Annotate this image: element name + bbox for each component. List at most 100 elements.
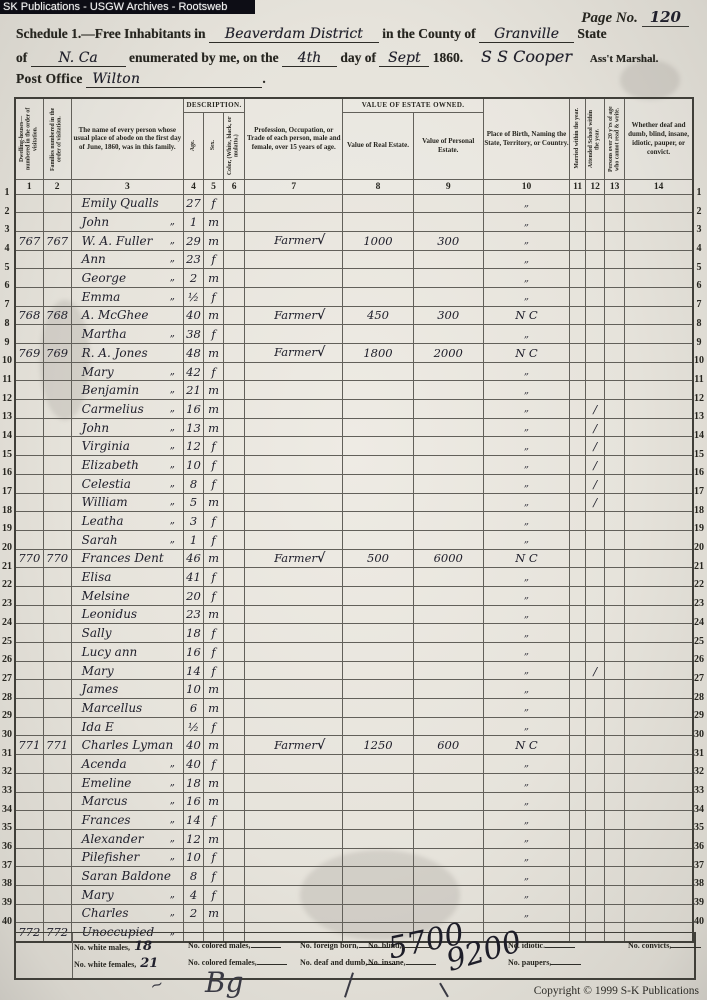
color-value (223, 230, 246, 251)
dwelling-number: 768 (14, 305, 44, 326)
row-line-number: 24 (694, 616, 704, 628)
family-number (42, 324, 72, 344)
dwelling-number (14, 772, 44, 793)
sex-value: f (203, 567, 225, 587)
sex-value: f (203, 884, 225, 905)
color-value (223, 866, 246, 886)
age-value: 10 (182, 847, 205, 868)
school-mark: / (585, 492, 606, 513)
real-estate-value (342, 455, 414, 475)
age-value: 40 (182, 754, 205, 774)
color-value (223, 828, 246, 849)
illiterate-mark (604, 529, 626, 550)
remarks (624, 716, 694, 737)
table-row: Marcus „ 16 m „ (14, 791, 694, 812)
archive-source-text: SK Publications - USGW Archives - Rootsw… (3, 1, 228, 13)
remarks (624, 399, 694, 419)
illiterate-mark (604, 230, 626, 251)
person-name: R. A. Jones (70, 343, 184, 363)
table-row: Melsine 20 f „ (14, 585, 694, 606)
school-mark (585, 810, 606, 830)
family-number (42, 698, 72, 718)
occupation (244, 511, 344, 531)
birthplace: „ (482, 847, 571, 868)
row-line-number: 7 (4, 299, 10, 311)
dwelling-number (14, 455, 44, 475)
color-value (223, 903, 246, 924)
occupation (244, 455, 344, 475)
header-line-2: of N. Ca enumerated by me, on the 4th da… (16, 47, 692, 67)
personal-estate-value (412, 791, 484, 812)
table-row: 769 769 R. A. Jones 48 m Farmer√ 1800 2000 N C (14, 343, 694, 363)
illiterate-mark (604, 884, 626, 905)
color-value (223, 455, 246, 475)
row-line-number: 34 (2, 803, 12, 815)
personal-estate-value (412, 567, 484, 587)
summary-label: No. blind, (368, 941, 402, 950)
row-line-number: 26 (694, 654, 704, 666)
day-of-label: day of (340, 50, 376, 65)
married-mark (569, 193, 587, 214)
row-line-number: 10 (2, 355, 12, 367)
sex-value: f (203, 529, 225, 550)
person-name: Carmelius „ (70, 399, 184, 419)
birthplace: „ (482, 884, 571, 905)
row-line-number: 18 (2, 504, 12, 516)
sex-value: f (203, 249, 225, 270)
row-line-number: 19 (694, 523, 704, 535)
personal-estate-value: 600 (412, 735, 484, 756)
table-row: 767 767 W. A. Fuller „ 29 m Farmer√ 1000 300 „ (14, 230, 694, 251)
illiterate-mark (604, 305, 626, 326)
table-row: George „ 2 m „ (14, 268, 694, 288)
remarks (624, 660, 694, 681)
married-mark (569, 884, 587, 905)
family-number (42, 847, 72, 868)
illiterate-mark (604, 735, 626, 756)
person-name: Marcus „ (70, 791, 184, 812)
family-number (42, 249, 72, 270)
archive-source-bar: SK Publications - USGW Archives - Rootsw… (0, 0, 255, 14)
dwelling-number (14, 361, 44, 382)
sex-value: m (203, 548, 225, 569)
dwelling-number (14, 399, 44, 419)
row-line-number: 29 (694, 710, 704, 722)
personal-estate-value (412, 604, 484, 625)
summary-item: No. white males, 18 (74, 939, 156, 954)
married-mark (569, 754, 587, 774)
occupation (244, 436, 344, 457)
col-header-personal-estate: Value of Personal Estate. (412, 111, 484, 180)
table-row: Lucy ann 16 f „ (14, 642, 694, 662)
birthplace: „ (482, 511, 571, 531)
age-value: 6 (182, 698, 205, 718)
school-mark (585, 212, 606, 232)
sex-value: f (203, 455, 225, 475)
school-mark (585, 716, 606, 737)
person-name: Melsine (70, 585, 184, 606)
personal-estate-value (412, 623, 484, 643)
state-value: N. Ca (58, 50, 98, 66)
person-name: John „ (70, 417, 184, 438)
occupation (244, 286, 344, 307)
color-value (223, 754, 246, 774)
real-estate-value (342, 660, 414, 681)
row-line-number: 4 (696, 243, 702, 255)
color-value (223, 286, 246, 307)
summary-item: No. convicts, (628, 939, 702, 950)
row-line-number: 18 (694, 504, 704, 516)
remarks (624, 772, 694, 793)
table-row: Emma „ ½ f „ (14, 286, 694, 307)
occupation (244, 399, 344, 419)
sex-value: m (203, 735, 225, 756)
color-value (223, 511, 246, 531)
birthplace: „ (482, 529, 571, 550)
birthplace: „ (482, 791, 571, 812)
personal-estate-value (412, 286, 484, 307)
real-estate-value (342, 903, 414, 924)
col-header-school: Attended School within the year. (585, 97, 606, 180)
sex-value: f (203, 361, 225, 382)
age-value: 42 (182, 361, 205, 382)
family-number (42, 604, 72, 625)
dwelling-number (14, 698, 44, 718)
married-mark (569, 529, 587, 550)
row-line-number: 22 (2, 579, 12, 591)
